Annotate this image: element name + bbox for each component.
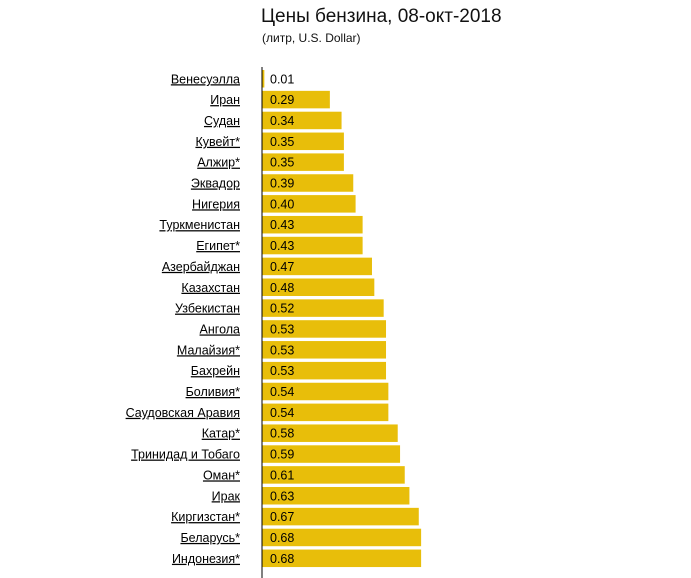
bar — [262, 320, 387, 338]
category-label[interactable]: Эквадор — [191, 177, 240, 191]
category-label[interactable]: Иран — [210, 93, 240, 107]
bar — [262, 403, 389, 422]
value-label: 0.47 — [270, 260, 294, 274]
value-label: 0.01 — [270, 72, 294, 86]
value-label: 0.40 — [270, 197, 294, 211]
value-label: 0.53 — [270, 364, 294, 378]
category-label[interactable]: Тринидад и Тобаго — [131, 448, 240, 462]
category-label[interactable]: Туркменистан — [159, 218, 240, 232]
category-label[interactable]: Кувейт* — [195, 135, 240, 149]
category-label[interactable]: Индонезия* — [172, 552, 240, 566]
bar — [262, 528, 422, 547]
category-label[interactable]: Ирак — [212, 489, 241, 503]
bar — [262, 382, 389, 401]
category-label[interactable]: Нигерия — [192, 197, 240, 211]
category-label[interactable]: Малайзия* — [177, 343, 240, 357]
value-label: 0.53 — [270, 322, 294, 336]
category-label[interactable]: Казахстан — [181, 281, 240, 295]
category-label[interactable]: Азербайджан — [162, 260, 240, 274]
value-label: 0.39 — [270, 177, 294, 191]
value-label: 0.68 — [270, 531, 294, 545]
value-label: 0.35 — [270, 135, 294, 149]
value-label: 0.54 — [270, 406, 294, 420]
bar — [262, 445, 401, 463]
bar — [262, 466, 405, 484]
bar — [262, 132, 344, 151]
bar — [262, 341, 387, 359]
value-label: 0.68 — [270, 552, 294, 566]
value-label: 0.52 — [270, 302, 294, 316]
value-label: 0.43 — [270, 239, 294, 253]
bar — [262, 361, 387, 380]
category-label[interactable]: Венесуэлла — [171, 72, 240, 86]
value-label: 0.29 — [270, 93, 294, 107]
value-label: 0.48 — [270, 281, 294, 295]
category-label[interactable]: Бахрейн — [191, 364, 240, 378]
bar — [262, 257, 372, 276]
bar — [262, 174, 354, 192]
bar — [262, 70, 265, 88]
category-label[interactable]: Ангола — [200, 322, 240, 336]
bar — [262, 111, 342, 130]
bar — [262, 215, 363, 234]
bar — [262, 195, 356, 213]
category-label[interactable]: Катар* — [202, 427, 240, 441]
category-label[interactable]: Алжир* — [197, 156, 240, 170]
bars-group: Венесуэлла 0.01 Иран 0.29 Судан 0.34 Кувейт* 0.… — [126, 70, 422, 568]
bar — [262, 90, 330, 109]
bar — [262, 153, 344, 171]
bar — [262, 549, 422, 568]
value-label: 0.35 — [270, 156, 294, 170]
value-label: 0.34 — [270, 114, 294, 128]
value-label: 0.67 — [270, 510, 294, 524]
value-label: 0.61 — [270, 468, 294, 482]
bar — [262, 487, 410, 505]
value-label: 0.63 — [270, 489, 294, 503]
category-label[interactable]: Оман* — [203, 468, 240, 482]
category-label[interactable]: Беларусь* — [180, 531, 240, 545]
chart-subtitle: (литр, U.S. Dollar) — [262, 31, 361, 45]
category-label[interactable]: Боливия* — [186, 385, 241, 399]
value-label: 0.59 — [270, 448, 294, 462]
bar — [262, 236, 363, 255]
category-label[interactable]: Египет* — [196, 239, 240, 253]
bar — [262, 278, 375, 296]
bar — [262, 507, 419, 526]
category-label[interactable]: Узбекистан — [175, 302, 240, 316]
bar — [262, 424, 398, 442]
category-label[interactable]: Саудовская Аравия — [126, 406, 240, 420]
value-label: 0.53 — [270, 343, 294, 357]
category-label[interactable]: Судан — [204, 114, 240, 128]
value-label: 0.54 — [270, 385, 294, 399]
bar — [262, 299, 384, 317]
value-label: 0.58 — [270, 427, 294, 441]
chart-title: Цены бензина, 08-окт-2018 — [261, 6, 502, 27]
value-label: 0.43 — [270, 218, 294, 232]
category-label[interactable]: Киргизстан* — [171, 510, 240, 524]
